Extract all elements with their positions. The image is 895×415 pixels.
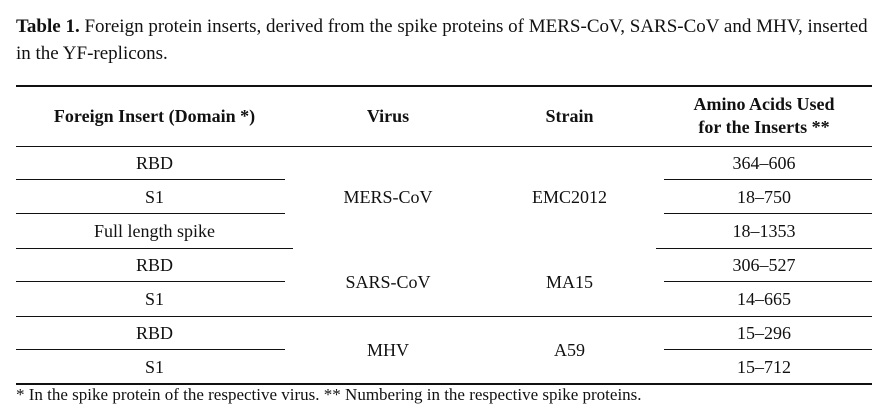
table-caption: Table 1. Foreign protein inserts, derive…	[16, 13, 881, 67]
insert-cell: RBD	[16, 316, 293, 350]
amino-cell: 364–606	[656, 146, 872, 180]
table-row: S1 14–665	[16, 282, 872, 317]
header-amino-acids: Amino Acids Used for the Inserts **	[656, 86, 872, 146]
table-row: Full length spike 18–1353	[16, 214, 872, 249]
insert-cell: RBD	[16, 146, 293, 180]
table-row: S1 18–750	[16, 180, 872, 214]
header-strain: Strain	[545, 105, 594, 126]
amino-cell: 306–527	[656, 248, 872, 282]
insert-cell: RBD	[16, 248, 293, 282]
table-row: S1 15–712	[16, 350, 872, 385]
table-body: RBD MERS-CoV EMC2012 364–606 S1 18–750 F…	[16, 146, 872, 385]
caption-label: Table 1.	[16, 16, 80, 37]
amino-cell: 18–1353	[656, 214, 872, 249]
header-row: Foreign Insert (Domain *) Virus Strain A…	[16, 86, 872, 146]
table-header: Foreign Insert (Domain *) Virus Strain A…	[16, 86, 872, 146]
caption-text: Foreign protein inserts, derived from th…	[16, 16, 868, 64]
table-footnote: * In the spike protein of the respective…	[16, 385, 642, 404]
strain-cell: EMC2012	[531, 187, 607, 208]
strain-cell: MA15	[483, 248, 656, 317]
table-row: RBD MHV A59 15–296	[16, 316, 872, 385]
table-row: RBD MERS-CoV EMC2012 364–606	[16, 146, 872, 207]
header-insert: Foreign Insert (Domain *)	[53, 105, 256, 126]
header-amino-line2: for the Inserts **	[698, 117, 830, 138]
amino-cell: 14–665	[656, 282, 872, 317]
table-row: RBD SARS-CoV MA15 306–527	[16, 248, 872, 317]
virus-cell: MERS-CoV	[343, 187, 433, 208]
header-virus: Virus	[366, 105, 410, 126]
virus-cell: SARS-CoV	[293, 248, 483, 317]
amino-cell: 15–712	[656, 350, 872, 385]
amino-cell: 18–750	[656, 180, 872, 214]
inserts-table: Foreign Insert (Domain *) Virus Strain A…	[16, 85, 872, 385]
insert-cell: Full length spike	[16, 214, 293, 249]
header-amino-line1: Amino Acids Used	[693, 94, 835, 115]
insert-cell: S1	[16, 282, 293, 317]
insert-cell: S1	[16, 180, 293, 214]
insert-cell: S1	[16, 350, 293, 385]
amino-cell: 15–296	[656, 316, 872, 350]
virus-cell: MHV	[293, 316, 483, 385]
strain-cell: A59	[483, 316, 656, 385]
